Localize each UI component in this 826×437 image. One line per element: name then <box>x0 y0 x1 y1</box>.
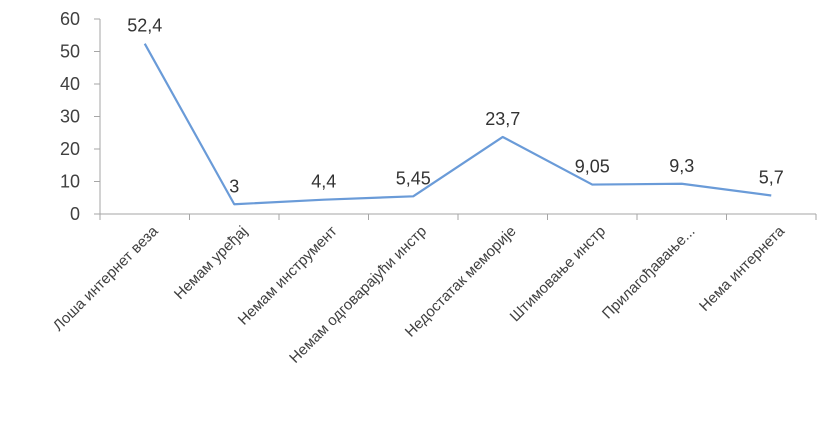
y-tick-label: 40 <box>60 74 80 94</box>
category-label: Лоша интернет веза <box>50 222 162 334</box>
category-label: Прилагођавање... <box>599 223 699 323</box>
category-label: Немам инструмент <box>235 223 341 329</box>
category-label: Немам уређај <box>171 223 251 303</box>
y-tick-label: 0 <box>70 204 80 224</box>
y-tick-label: 10 <box>60 172 80 192</box>
x-axis-ticks <box>99 214 817 220</box>
data-label: 52,4 <box>127 16 162 36</box>
data-label: 5,7 <box>759 167 784 187</box>
category-label: Штимовање инстр <box>507 223 609 325</box>
y-tick-label: 50 <box>60 42 80 62</box>
y-tick-label: 20 <box>60 139 80 159</box>
category-label: Нема интернета <box>696 222 789 315</box>
axes <box>99 19 816 215</box>
data-label: 9,3 <box>669 156 694 176</box>
data-label: 4,4 <box>311 172 336 192</box>
data-label: 5,45 <box>396 168 431 188</box>
data-labels: 52,4 3 4,4 5,45 23,7 9,05 9,3 5,7 <box>127 16 784 197</box>
data-label: 3 <box>229 176 239 196</box>
data-label: 9,05 <box>575 157 610 177</box>
y-axis-ticks: 0 10 20 30 40 50 60 <box>60 9 100 224</box>
y-tick-label: 60 <box>60 9 80 29</box>
data-label: 23,7 <box>485 109 520 129</box>
y-tick-label: 30 <box>60 107 80 127</box>
series-group <box>143 43 772 206</box>
series-line <box>143 43 772 206</box>
